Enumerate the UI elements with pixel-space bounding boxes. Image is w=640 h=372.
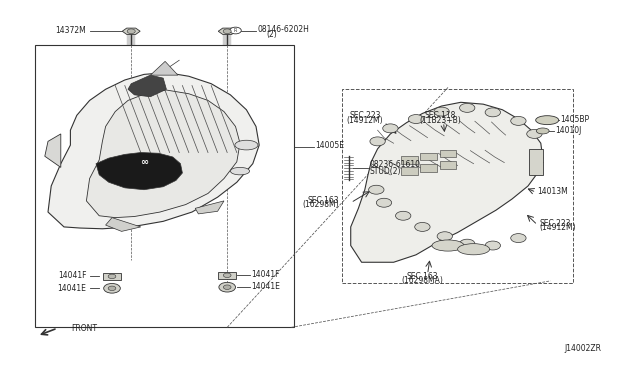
Ellipse shape (432, 240, 464, 251)
Circle shape (460, 239, 475, 248)
Circle shape (223, 273, 231, 278)
Text: (14912M): (14912M) (540, 223, 576, 232)
Circle shape (437, 232, 452, 241)
Text: 14013M: 14013M (538, 187, 568, 196)
Circle shape (223, 29, 231, 33)
Text: 1405BP: 1405BP (561, 115, 590, 124)
Circle shape (511, 234, 526, 243)
Text: J14002ZR: J14002ZR (564, 344, 602, 353)
Polygon shape (48, 73, 259, 229)
Polygon shape (122, 28, 140, 34)
Bar (35, 45, 294, 327)
Text: 08236-61610: 08236-61610 (370, 160, 421, 169)
Bar (103, 273, 121, 280)
Bar (440, 161, 456, 169)
Circle shape (370, 137, 385, 146)
Circle shape (369, 185, 384, 194)
Circle shape (223, 285, 231, 289)
Bar (420, 153, 437, 160)
Circle shape (408, 115, 424, 124)
Text: 14041F: 14041F (251, 270, 280, 279)
Text: ∞: ∞ (140, 157, 148, 167)
Circle shape (104, 283, 120, 293)
Circle shape (415, 222, 430, 231)
Circle shape (460, 103, 475, 112)
Polygon shape (128, 75, 166, 97)
Text: SEC.223: SEC.223 (349, 111, 381, 120)
Text: 14372M: 14372M (56, 26, 86, 35)
Circle shape (127, 29, 135, 33)
Text: 14005E: 14005E (315, 141, 344, 150)
Polygon shape (150, 61, 178, 75)
Text: SEC.223: SEC.223 (540, 219, 571, 228)
Text: (16298M): (16298M) (303, 200, 339, 209)
Polygon shape (106, 218, 141, 231)
Text: SEC.163: SEC.163 (308, 196, 339, 205)
Polygon shape (218, 28, 236, 34)
Circle shape (434, 107, 449, 116)
Bar (401, 167, 418, 175)
Text: 14041F: 14041F (58, 271, 86, 280)
Circle shape (511, 116, 526, 125)
Ellipse shape (536, 116, 559, 125)
Polygon shape (45, 134, 61, 167)
Text: 08146-6202H: 08146-6202H (257, 25, 309, 34)
Polygon shape (86, 90, 240, 218)
Text: 14041E: 14041E (58, 284, 86, 293)
Circle shape (108, 286, 116, 291)
Text: SEC.118: SEC.118 (424, 111, 456, 120)
Circle shape (376, 198, 392, 207)
Text: (16298MA): (16298MA) (401, 276, 444, 285)
Ellipse shape (458, 244, 490, 255)
Polygon shape (195, 201, 224, 214)
Text: FRONT: FRONT (72, 324, 98, 333)
Circle shape (485, 241, 500, 250)
Text: (2): (2) (266, 31, 277, 39)
Ellipse shape (536, 128, 549, 134)
Text: R: R (234, 28, 237, 33)
Circle shape (219, 282, 236, 292)
Text: 14041E: 14041E (251, 282, 280, 291)
Text: STUD(2): STUD(2) (370, 167, 401, 176)
Circle shape (230, 27, 241, 34)
Circle shape (383, 124, 398, 133)
Text: 14010J: 14010J (556, 126, 582, 135)
Bar (440, 150, 456, 157)
Text: (14912M): (14912M) (346, 116, 383, 125)
Polygon shape (351, 102, 543, 262)
Text: (11B23+B): (11B23+B) (419, 116, 461, 125)
Bar (342, 89, 573, 283)
Ellipse shape (235, 140, 258, 150)
Circle shape (527, 129, 542, 138)
Bar (401, 156, 418, 164)
Text: SEC.163: SEC.163 (406, 272, 438, 280)
Circle shape (485, 108, 500, 117)
Bar (218, 272, 236, 279)
Ellipse shape (230, 167, 250, 175)
Polygon shape (96, 153, 182, 190)
Circle shape (108, 274, 116, 279)
Circle shape (396, 211, 411, 220)
Bar (529, 149, 543, 175)
Bar (420, 164, 437, 172)
